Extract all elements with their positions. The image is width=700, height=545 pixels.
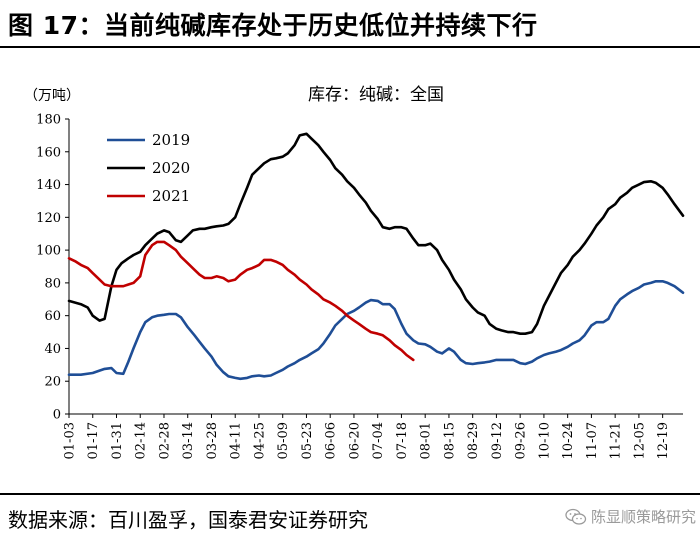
y-tick-label: 40 [44,342,61,357]
figure-title: 图 17：当前纯碱库存处于历史低位并持续下行 [8,11,538,40]
y-tick-label: 180 [36,113,61,128]
series-line-2019 [67,280,685,381]
x-tick-label: 11-07 [585,422,600,459]
watermark-text: 陈显顺策略研究 [590,508,696,526]
x-tick-label: 09-26 [514,422,529,459]
bottom-rule [0,493,700,495]
legend-label-2019: 2019 [152,131,190,149]
y-tick-label: 100 [36,244,61,259]
figure-title-bar: 图 17：当前纯碱库存处于历史低位并持续下行 [0,0,700,50]
x-tick-label: 01-17 [86,422,101,459]
x-tick-label: 08-15 [442,422,457,459]
data-source: 数据来源：百川盈孚，国泰君安证券研究 [8,508,368,532]
x-tick-label: 12-05 [632,422,647,459]
x-tick-label: 03-14 [181,422,196,459]
y-unit-label: （万吨） [24,88,80,104]
x-tick-label: 08-29 [466,422,481,459]
series-line-2021 [67,240,415,362]
x-tick-label: 04-11 [229,422,244,459]
x-tick-label: 09-12 [490,422,505,459]
series-line-2020 [67,132,685,336]
x-tick-label: 01-03 [63,422,78,459]
top-rule [0,46,700,48]
x-tick-label: 12-19 [656,422,671,459]
y-tick-label: 160 [36,145,61,160]
x-tick-label: 10-24 [561,422,576,459]
y-tick-label: 20 [44,375,61,390]
y-tick-label: 0 [53,408,61,423]
chart-title: 库存：纯碱：全国 [308,85,444,105]
x-tick-label: 02-14 [134,422,149,459]
legend-label-2020: 2020 [152,159,190,177]
x-tick-label: 06-06 [324,422,339,459]
y-tick-label: 60 [44,309,61,324]
x-tick-label: 07-04 [371,422,386,459]
x-tick-label: 03-28 [205,422,220,459]
x-tick-label: 04-25 [252,422,267,459]
x-tick-label: 02-28 [157,422,172,459]
x-tick-label: 10-10 [537,422,552,459]
y-tick-label: 120 [36,211,61,226]
legend-label-2021: 2021 [152,187,190,205]
inventory-line-chart: 库存：纯碱：全国 （万吨） 0 20 40 60 80 100 120 140 160 180 01-0… [24,85,685,459]
x-tick-label: 06-20 [347,422,362,459]
x-tick-label: 07-18 [395,422,410,459]
x-tick-label: 01-31 [110,422,125,459]
y-tick-label: 140 [36,178,61,193]
wechat-icon [565,508,587,525]
watermark: 陈显顺策略研究 [565,506,696,527]
x-tick-label: 05-23 [300,422,315,459]
x-tick-label: 05-09 [276,422,291,459]
x-tick-label: 08-01 [419,422,434,459]
y-tick-label: 80 [44,276,61,291]
x-tick-label: 11-21 [609,422,624,459]
